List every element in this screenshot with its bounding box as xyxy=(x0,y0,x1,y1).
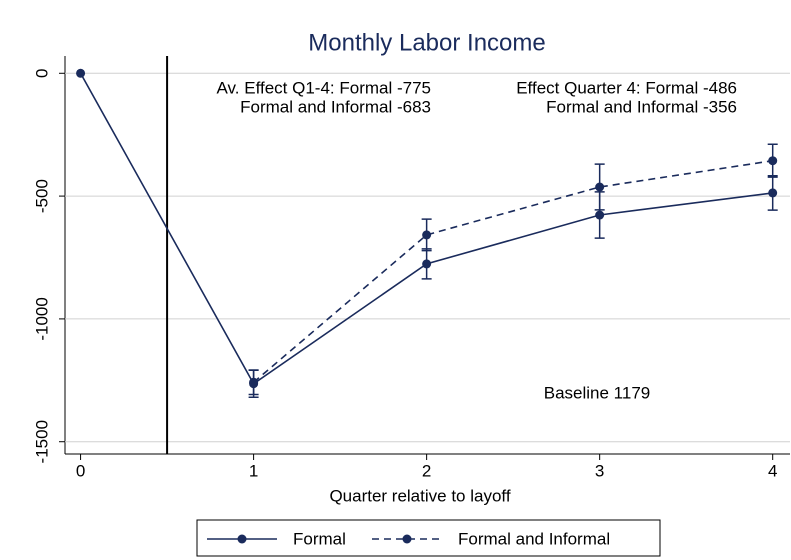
x-axis-label: Quarter relative to layoff xyxy=(329,486,510,505)
y-tick-label: -1500 xyxy=(32,420,51,463)
marker xyxy=(595,182,605,192)
y-tick-label: 0 xyxy=(32,69,51,78)
legend-marker xyxy=(237,534,247,544)
legend-label: Formal and Informal xyxy=(458,529,610,548)
annotation: Formal and Informal -683 xyxy=(240,97,431,116)
x-tick-label: 0 xyxy=(76,461,85,480)
chart-title: Monthly Labor Income xyxy=(308,29,545,56)
x-tick-label: 2 xyxy=(422,461,431,480)
annotation: Av. Effect Q1-4: Formal -775 xyxy=(217,78,431,97)
legend-marker xyxy=(402,534,412,544)
marker xyxy=(422,259,432,269)
x-tick-label: 4 xyxy=(768,461,777,480)
marker xyxy=(422,230,432,240)
annotation: Formal and Informal -356 xyxy=(546,97,737,116)
legend-label: Formal xyxy=(293,529,346,548)
marker xyxy=(249,379,259,389)
x-tick-label: 1 xyxy=(249,461,258,480)
marker xyxy=(768,156,778,166)
annotation: Baseline 1179 xyxy=(544,383,651,402)
y-tick-label: -500 xyxy=(32,179,51,213)
annotation: Effect Quarter 4: Formal -486 xyxy=(516,78,737,97)
y-tick-label: -1000 xyxy=(32,297,51,340)
series-line xyxy=(253,159,773,383)
legend-box xyxy=(196,519,661,557)
marker xyxy=(768,188,778,198)
marker xyxy=(76,68,86,78)
x-tick-label: 3 xyxy=(595,461,604,480)
marker xyxy=(595,210,605,220)
